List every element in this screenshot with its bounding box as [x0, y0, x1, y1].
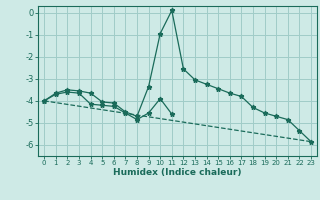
- X-axis label: Humidex (Indice chaleur): Humidex (Indice chaleur): [113, 168, 242, 177]
